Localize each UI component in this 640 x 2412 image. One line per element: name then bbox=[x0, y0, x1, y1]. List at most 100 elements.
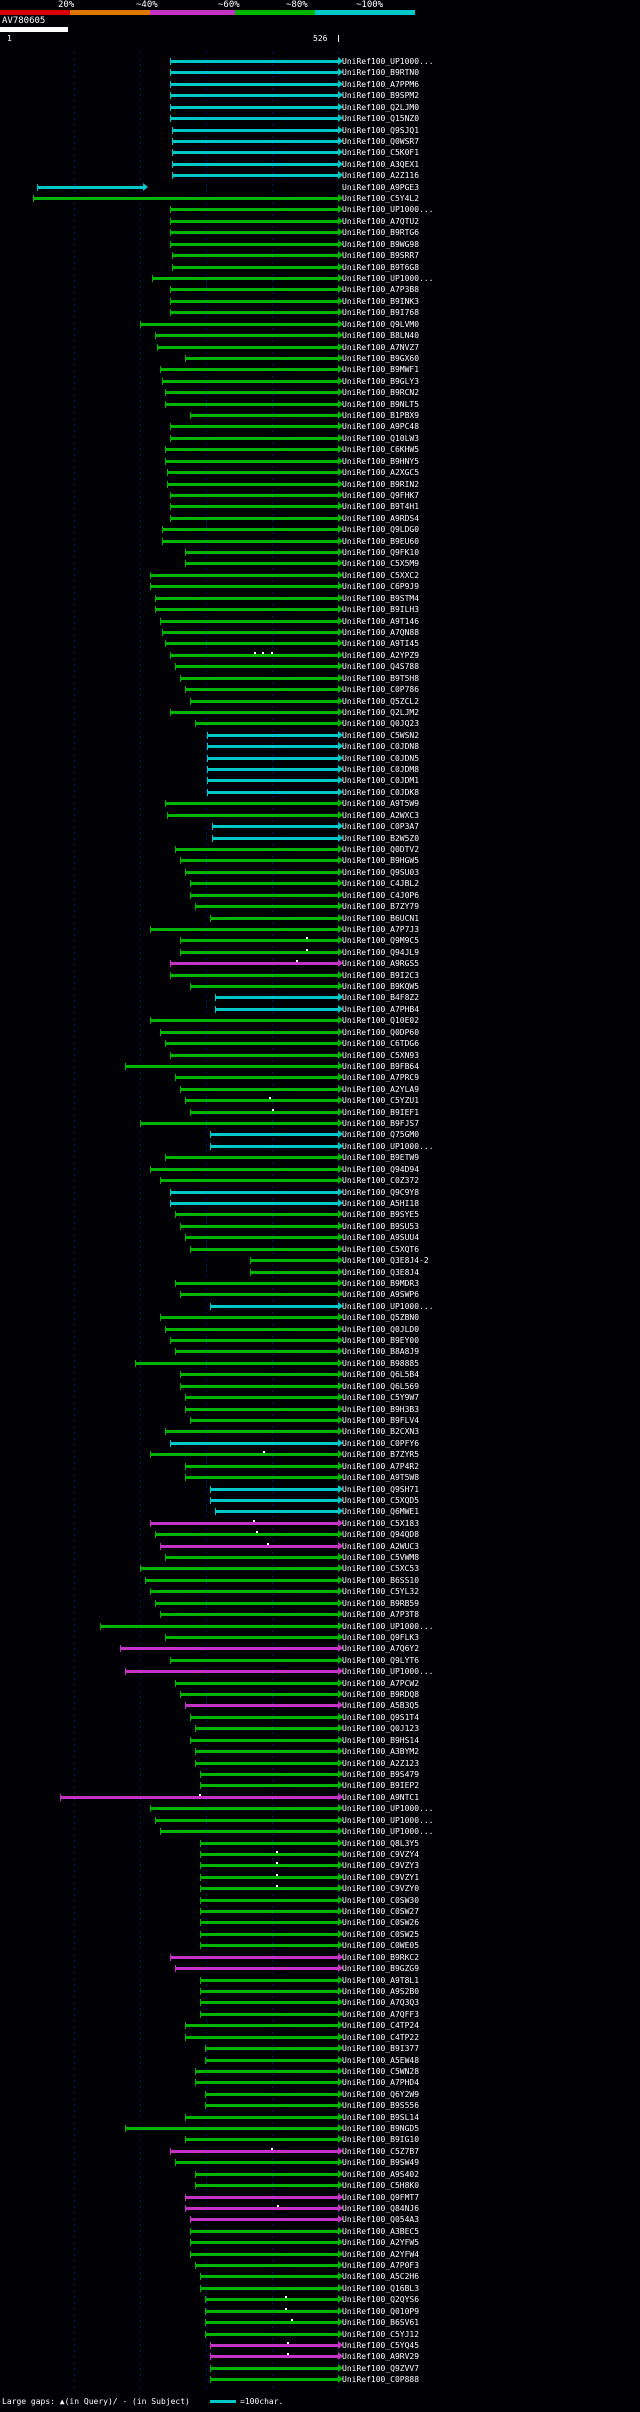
hit-label[interactable]: UniRef100_C5WN28 bbox=[342, 2066, 420, 2076]
hit-bar[interactable] bbox=[170, 231, 338, 235]
hit-bar[interactable] bbox=[170, 505, 338, 509]
hit-bar[interactable] bbox=[170, 242, 338, 246]
hit-bar[interactable] bbox=[199, 1875, 338, 1879]
hit-label[interactable]: UniRef100_B9RCN2 bbox=[342, 388, 420, 398]
hit-bar[interactable] bbox=[190, 2252, 338, 2256]
hit-bar[interactable] bbox=[150, 573, 338, 577]
hit-bar[interactable] bbox=[204, 2058, 338, 2062]
hit-bar[interactable] bbox=[170, 299, 338, 303]
hit-bar[interactable] bbox=[195, 1761, 338, 1765]
hit-bar[interactable] bbox=[214, 1007, 338, 1011]
hit-label[interactable]: UniRef100_Q9LVM0 bbox=[342, 319, 420, 329]
hit-label[interactable]: UniRef100_Q10LW3 bbox=[342, 433, 420, 443]
hit-label[interactable]: UniRef100_B98885 bbox=[342, 1358, 420, 1368]
hit-bar[interactable] bbox=[145, 1578, 338, 1582]
hit-label[interactable]: UniRef100_A9SWP6 bbox=[342, 1290, 420, 1300]
hit-label[interactable]: UniRef100_A7P7J3 bbox=[342, 924, 420, 934]
hit-label[interactable]: UniRef100_A9PGE3 bbox=[342, 182, 420, 192]
hit-bar[interactable] bbox=[209, 2355, 338, 2359]
hit-bar[interactable] bbox=[172, 265, 338, 269]
hit-bar[interactable] bbox=[151, 276, 338, 280]
hit-bar[interactable] bbox=[160, 1830, 338, 1834]
hit-label[interactable]: UniRef100_Q9SH71 bbox=[342, 1484, 420, 1494]
hit-bar[interactable] bbox=[170, 962, 338, 966]
hit-label[interactable]: UniRef100_C5XXC2 bbox=[342, 570, 420, 580]
hit-bar[interactable] bbox=[209, 916, 338, 920]
hit-bar[interactable] bbox=[180, 1087, 338, 1091]
hit-bar[interactable] bbox=[185, 2115, 338, 2119]
hit-bar[interactable] bbox=[150, 1590, 338, 1594]
hit-bar[interactable] bbox=[199, 2012, 338, 2016]
hit-bar[interactable] bbox=[190, 414, 338, 418]
hit-bar[interactable] bbox=[170, 1053, 338, 1057]
hit-bar[interactable] bbox=[180, 950, 338, 954]
hit-label[interactable]: UniRef100_A5HI18 bbox=[342, 1199, 420, 1208]
hit-label[interactable]: UniRef100_Q9FHK7 bbox=[342, 490, 420, 500]
hit-bar[interactable] bbox=[199, 1784, 338, 1788]
hit-label[interactable]: UniRef100_C0P888 bbox=[342, 2375, 420, 2385]
hit-bar[interactable] bbox=[165, 391, 338, 395]
hit-label[interactable]: UniRef100_B9IEP2 bbox=[342, 1781, 420, 1791]
hit-label[interactable]: UniRef100_B9GX60 bbox=[342, 353, 420, 363]
hit-bar[interactable] bbox=[175, 1681, 338, 1685]
hit-label[interactable]: UniRef100_UP1000... bbox=[342, 57, 434, 66]
hit-label[interactable]: UniRef100_B8A8J9 bbox=[342, 1347, 420, 1357]
hit-bar[interactable] bbox=[170, 288, 338, 292]
hit-label[interactable]: UniRef100_Q9FK10 bbox=[342, 548, 420, 558]
hit-label[interactable]: UniRef100_Q6MWE1 bbox=[342, 1507, 420, 1517]
hit-bar[interactable] bbox=[185, 2195, 338, 2199]
hit-bar[interactable] bbox=[170, 94, 338, 98]
hit-label[interactable]: UniRef100_C0JDM8 bbox=[342, 765, 420, 775]
hit-label[interactable]: UniRef100_A7QFF3 bbox=[342, 2009, 420, 2019]
hit-label[interactable]: UniRef100_Q3E8J4-2 bbox=[342, 1256, 429, 1266]
hit-bar[interactable] bbox=[180, 676, 338, 680]
hit-bar[interactable] bbox=[150, 585, 338, 589]
hit-bar[interactable] bbox=[172, 174, 338, 178]
hit-bar[interactable] bbox=[185, 1704, 338, 1708]
hit-label[interactable]: UniRef100_B9FB64 bbox=[342, 1061, 420, 1071]
hit-bar[interactable] bbox=[170, 117, 338, 121]
hit-label[interactable]: UniRef100_C5YL32 bbox=[342, 1587, 420, 1597]
hit-bar[interactable] bbox=[199, 1773, 338, 1776]
hit-bar[interactable] bbox=[170, 82, 338, 86]
hit-bar[interactable] bbox=[209, 1304, 338, 1308]
hit-bar[interactable] bbox=[170, 2149, 338, 2153]
hit-bar[interactable] bbox=[155, 1818, 338, 1822]
hit-label[interactable]: UniRef100_B9SPM2 bbox=[342, 91, 420, 101]
hit-label[interactable]: UniRef100_A2YPZ9 bbox=[342, 650, 420, 660]
hit-bar[interactable] bbox=[170, 60, 338, 63]
hit-bar[interactable] bbox=[165, 1430, 338, 1434]
hit-label[interactable]: UniRef100_B9NLT5 bbox=[342, 399, 420, 409]
hit-bar[interactable] bbox=[199, 1864, 338, 1868]
hit-bar[interactable] bbox=[180, 1224, 338, 1228]
hit-bar[interactable] bbox=[155, 334, 338, 338]
hit-label[interactable]: UniRef100_A2WUC3 bbox=[342, 1541, 420, 1551]
hit-label[interactable]: UniRef100_B9STM4 bbox=[342, 593, 420, 603]
hit-bar[interactable] bbox=[165, 642, 338, 646]
hit-bar[interactable] bbox=[180, 1373, 338, 1377]
hit-label[interactable]: UniRef100_C0JDN8 bbox=[342, 742, 420, 752]
hit-label[interactable]: UniRef100_B9SRR7 bbox=[342, 251, 420, 261]
hit-label[interactable]: UniRef100_C0Z372 bbox=[342, 1176, 420, 1186]
hit-label[interactable]: UniRef100_Q94JL9 bbox=[342, 947, 420, 957]
hit-bar[interactable] bbox=[140, 1122, 338, 1126]
hit-bar[interactable] bbox=[206, 779, 338, 783]
hit-bar[interactable] bbox=[165, 1556, 338, 1560]
hit-label[interactable]: UniRef100_A9T5W8 bbox=[342, 1473, 420, 1483]
hit-bar[interactable] bbox=[150, 1019, 338, 1023]
hit-bar[interactable] bbox=[33, 197, 338, 201]
hit-bar[interactable] bbox=[190, 1738, 338, 1742]
hit-bar[interactable] bbox=[180, 1693, 338, 1697]
hit-bar[interactable] bbox=[185, 1464, 338, 1468]
hit-bar[interactable] bbox=[190, 985, 338, 989]
hit-bar[interactable] bbox=[206, 745, 338, 749]
hit-label[interactable]: UniRef100_Q4S788 bbox=[342, 662, 420, 672]
hit-bar[interactable] bbox=[160, 1316, 338, 1320]
hit-bar[interactable] bbox=[185, 1407, 338, 1411]
hit-label[interactable]: UniRef100_B9I2C3 bbox=[342, 970, 420, 980]
hit-label[interactable]: UniRef100_B9HNY5 bbox=[342, 456, 420, 466]
hit-label[interactable]: UniRef100_C0PFY6 bbox=[342, 1438, 420, 1448]
hit-label[interactable]: UniRef100_B9NGD5 bbox=[342, 2124, 420, 2134]
hit-bar[interactable] bbox=[165, 802, 338, 806]
hit-label[interactable]: UniRef100_B9SW49 bbox=[342, 2158, 420, 2168]
